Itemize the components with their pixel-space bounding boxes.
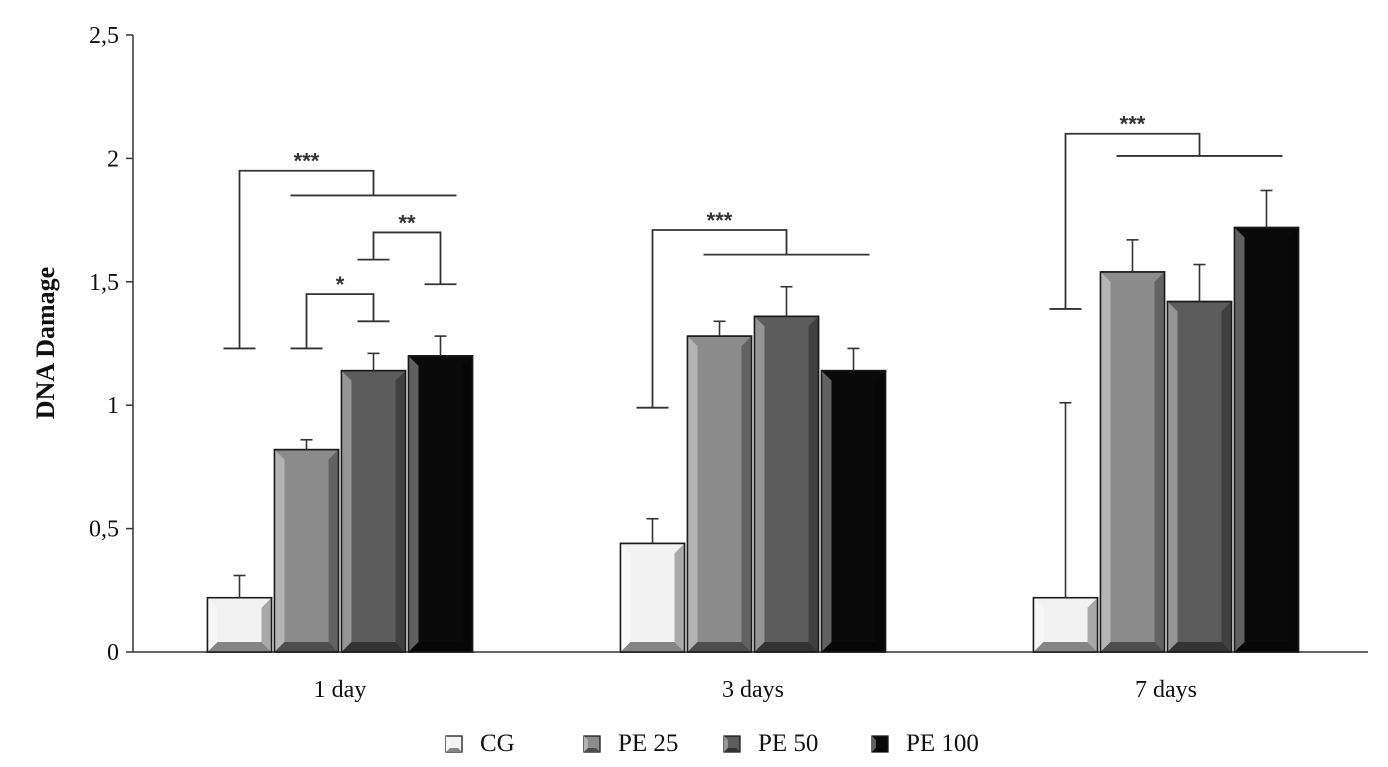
significance-bracket: ***: [223, 149, 457, 350]
bar: [206, 574, 273, 653]
legend-label: PE 25: [618, 730, 678, 757]
bracket-arm: [305, 293, 375, 349]
bar-bevel-right: [462, 355, 473, 652]
bar-bevel-right: [741, 336, 752, 652]
legend-label: PE 100: [906, 730, 979, 757]
significance-label: ***: [1120, 112, 1146, 137]
significance-bracket: *: [290, 272, 390, 350]
bar-bevel-left: [687, 336, 698, 652]
bar-bevel-bottom: [1234, 642, 1299, 652]
legend-swatch-shadow: [446, 748, 462, 752]
legend-swatch-bevel: [724, 736, 728, 752]
legend-item: PE 50: [723, 730, 818, 757]
bar-bevel-right: [328, 449, 339, 652]
bar-bevel-right: [808, 316, 819, 652]
legend-swatch-shadow: [872, 748, 888, 752]
legend-swatch-shadow: [584, 748, 600, 752]
y-tick-label: 1: [107, 393, 119, 419]
legend-swatch-bevel: [446, 736, 450, 752]
bracket-arm: [372, 231, 442, 285]
bar-bevel-right: [395, 370, 406, 652]
bar-bevel-left: [341, 370, 352, 652]
x-tick-label: 3 days: [722, 677, 784, 703]
axes: 0 0,5 1 1,5 2 2,5 1 day 3 days 7 days: [89, 23, 1368, 703]
y-tick-label: 0,5: [89, 517, 119, 543]
bar-bevel-left: [1234, 227, 1245, 652]
bar-bevel-left: [274, 449, 285, 652]
bar-bevel-bottom: [1167, 642, 1232, 652]
x-tick-label: 1 day: [314, 677, 367, 703]
bar: [686, 320, 753, 653]
significance-label: *: [336, 272, 345, 297]
y-axis-title: DNA Damage: [31, 267, 60, 419]
bar-bevel-bottom: [207, 642, 272, 652]
bar-bevel-left: [1100, 271, 1111, 652]
legend-label: CG: [480, 730, 515, 757]
bar-bevel-right: [1288, 227, 1299, 652]
legend-swatch-bevel: [872, 736, 876, 752]
bar-bevel-bottom: [341, 642, 406, 652]
bar-bevel-left: [1033, 597, 1044, 652]
bar: [753, 285, 820, 653]
bar-body: [686, 335, 753, 653]
bar-bevel-bottom: [1100, 642, 1165, 652]
legend-swatch-shadow: [724, 748, 740, 752]
bar-bevel-bottom: [274, 642, 339, 652]
bar-bevel-left: [821, 370, 832, 652]
legend-label: PE 50: [758, 730, 818, 757]
bar-bevel-right: [875, 370, 886, 652]
y-tick-label: 2,5: [89, 23, 119, 49]
bar-bevel-left: [754, 316, 765, 652]
legend-item: CG: [445, 730, 515, 757]
bar-bevel-bottom: [687, 642, 752, 652]
bar-bevel-right: [261, 597, 272, 652]
significance-bracket: ***: [1049, 112, 1283, 310]
bracket-arm: [651, 229, 788, 408]
significance-label: ***: [294, 149, 320, 174]
bar-body: [1099, 271, 1166, 653]
bar: [1166, 263, 1233, 653]
bar: [1233, 189, 1300, 653]
significance-bracket: ***: [636, 208, 870, 409]
legend-swatch-bevel: [584, 736, 588, 752]
y-tick-label: 2: [107, 146, 119, 172]
significance-brackets: ****** ******: [223, 112, 1283, 409]
bar-bevel-right: [1087, 597, 1098, 652]
bar: [619, 517, 686, 653]
bar-bevel-bottom: [821, 642, 886, 652]
bar-bevel-left: [408, 355, 419, 652]
significance-label: **: [398, 210, 416, 235]
bar: [820, 347, 887, 653]
bars: [206, 189, 1300, 653]
x-tick-label: 7 days: [1135, 677, 1197, 703]
bar-bevel-bottom: [754, 642, 819, 652]
bar-bevel-left: [1167, 301, 1178, 652]
legend-item: PE 100: [871, 730, 979, 757]
y-tick-label: 1,5: [89, 270, 119, 296]
y-tick-label: 0: [107, 640, 119, 666]
legend-item: PE 25: [583, 730, 678, 757]
bar: [1099, 239, 1166, 653]
significance-bracket: **: [357, 210, 457, 286]
bar-bevel-left: [620, 543, 631, 652]
bar: [407, 335, 474, 653]
legend: CG PE 25 PE 50 PE 100: [445, 730, 979, 757]
bar-bevel-right: [1221, 301, 1232, 652]
significance-label: ***: [707, 208, 733, 233]
bar-bevel-bottom: [1033, 642, 1098, 652]
bar-bevel-left: [207, 597, 218, 652]
bracket-arm: [1064, 132, 1201, 309]
bar-bevel-bottom: [620, 642, 685, 652]
bracket-arm: [238, 169, 375, 349]
bar-bevel-bottom: [408, 642, 473, 652]
bar-bevel-right: [1154, 271, 1165, 652]
bar: [340, 352, 407, 653]
bar-bevel-right: [674, 543, 685, 652]
bar-body: [1166, 300, 1233, 653]
bar: [1032, 401, 1099, 653]
bar: [273, 438, 340, 653]
